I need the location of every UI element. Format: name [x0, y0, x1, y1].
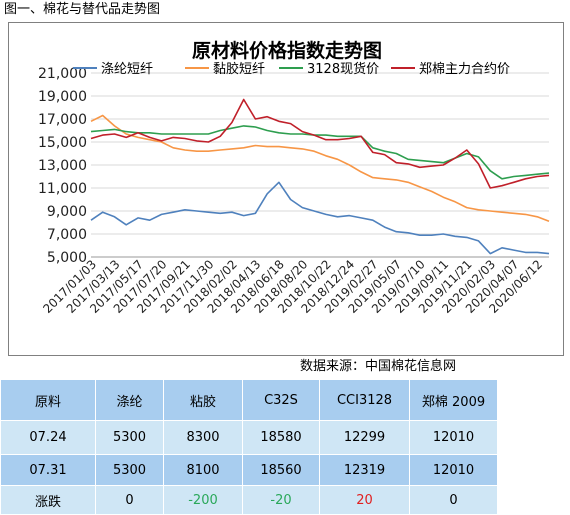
change-positive-cell: 20 — [319, 485, 410, 515]
figure-title: 图一、棉花与替代品走势图 — [4, 2, 161, 17]
change-negative-cell: -200 — [163, 485, 243, 515]
table-cell: 18560 — [242, 454, 320, 486]
y-tick-label: 7,000 — [47, 227, 87, 243]
header-cell: CCI3128 — [319, 379, 410, 421]
table-cell: 8100 — [163, 454, 243, 486]
table-row: 07.24 5300 8300 18580 12299 12010 — [0, 420, 498, 455]
y-tick-label: 9,000 — [47, 204, 87, 220]
row-label: 07.31 — [0, 454, 96, 486]
series-line-1 — [90, 181, 550, 255]
y-tick-label: 21,000 — [38, 66, 87, 82]
table-cell: 5300 — [95, 420, 164, 455]
table-cell: 12319 — [319, 454, 410, 486]
change-negative-cell: -20 — [242, 485, 320, 515]
chart-frame: 原材料价格指数走势图 5,000 7,000 9,000 11,000 13,000 15,… — [8, 22, 564, 356]
table-cell: 0 — [409, 485, 498, 515]
row-label: 07.24 — [0, 420, 96, 455]
header-cell: 原料 — [0, 379, 96, 421]
table-row: 07.31 5300 8100 18560 12319 12010 — [0, 454, 498, 486]
table-cell: 8300 — [163, 420, 243, 455]
row-label: 涨跌 — [0, 485, 96, 515]
series-line-3 — [90, 125, 550, 180]
header-cell: 郑棉 2009 — [409, 379, 498, 421]
table-cell: 12299 — [319, 420, 410, 455]
header-cell: C32S — [242, 379, 320, 421]
y-tick-label: 17,000 — [38, 112, 87, 128]
table-header-row: 原料 涤纶 粘胶 C32S CCI3128 郑棉 2009 — [0, 379, 498, 421]
chart-title: 原材料价格指数走势图 — [192, 39, 382, 62]
table-cell: 18580 — [242, 420, 320, 455]
price-index-chart: 原材料价格指数走势图 5,000 7,000 9,000 11,000 13,000 15,… — [38, 39, 550, 316]
price-table: 原料 涤纶 粘胶 C32S CCI3128 郑棉 2009 07.24 5300… — [0, 379, 498, 515]
table-cell: 0 — [95, 485, 164, 515]
source-note: 数据来源：中国棉花信息网 — [300, 359, 457, 374]
header-cell: 粘胶 — [163, 379, 243, 421]
table-cell: 12010 — [409, 454, 498, 486]
y-tick-label: 15,000 — [38, 135, 87, 151]
header-cell: 涤纶 — [95, 379, 164, 421]
y-tick-label: 19,000 — [38, 89, 87, 105]
y-tick-label: 5,000 — [47, 250, 87, 266]
legend-label: 郑棉主力合约价 — [419, 62, 510, 77]
series-line-2 — [90, 114, 550, 223]
legend-label: 3128现货价 — [307, 61, 379, 77]
y-tick-label: 13,000 — [38, 158, 87, 174]
series-line-4 — [90, 98, 550, 189]
table-cell: 12010 — [409, 420, 498, 455]
y-tick-label: 11,000 — [38, 181, 87, 197]
legend-label: 涤纶短纤 — [101, 62, 153, 77]
legend-label: 黏胶短纤 — [213, 61, 265, 77]
table-row: 涨跌 0 -200 -20 20 0 — [0, 485, 498, 515]
table-cell: 5300 — [95, 454, 164, 486]
